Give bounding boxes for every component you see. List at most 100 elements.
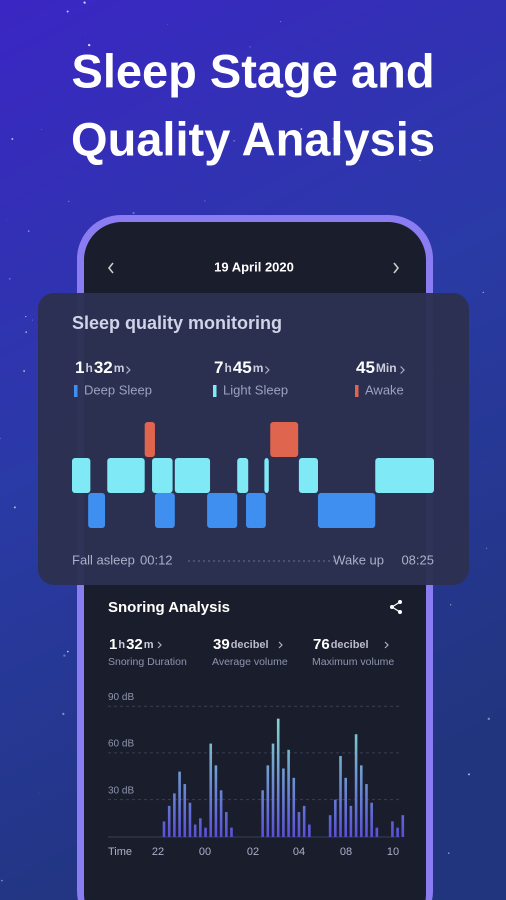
star bbox=[87, 43, 91, 47]
sleep-segment bbox=[246, 493, 266, 528]
bar bbox=[271, 743, 275, 837]
x-axis-label: Time bbox=[108, 846, 132, 858]
star bbox=[13, 506, 16, 509]
bar bbox=[391, 821, 394, 837]
chevron bbox=[400, 366, 405, 374]
stat-part: Min bbox=[376, 361, 397, 375]
stat-part: 45 bbox=[356, 358, 375, 377]
bar bbox=[349, 805, 353, 837]
stat-part: decibel bbox=[231, 639, 269, 651]
bar bbox=[344, 777, 348, 837]
stat-part: 39 bbox=[213, 636, 230, 653]
stat-part: 32 bbox=[94, 358, 113, 377]
x-tick-label: 04 bbox=[293, 846, 305, 858]
stat-part: h bbox=[224, 361, 231, 375]
star bbox=[27, 230, 30, 232]
bar bbox=[188, 802, 192, 837]
star bbox=[11, 138, 14, 140]
star bbox=[249, 46, 251, 48]
stat-label: Awake bbox=[365, 382, 404, 397]
star bbox=[6, 220, 8, 222]
chevron bbox=[278, 641, 283, 649]
star bbox=[68, 200, 70, 203]
y-tick-label: 60 dB bbox=[108, 739, 134, 750]
star bbox=[31, 319, 33, 321]
stat-label: Maximum volume bbox=[312, 656, 394, 668]
star bbox=[450, 604, 452, 606]
sleep-segment bbox=[298, 458, 318, 493]
next-day[interactable] bbox=[393, 262, 400, 274]
star bbox=[487, 717, 491, 721]
bar bbox=[209, 743, 213, 837]
star bbox=[204, 200, 206, 202]
stat-part: 7 bbox=[214, 358, 223, 377]
star bbox=[313, 89, 314, 90]
stat-swatch bbox=[74, 385, 78, 397]
date: 19 April 2020 bbox=[214, 259, 294, 274]
snoring-title: Snoring Analysis bbox=[108, 599, 230, 616]
stat-value: 7h45m bbox=[214, 358, 263, 377]
chevron bbox=[125, 366, 131, 374]
bar bbox=[297, 812, 301, 837]
stat-part: decibel bbox=[331, 639, 369, 651]
stat-part: h bbox=[118, 639, 125, 651]
fall-asleep-label: Fall asleep bbox=[72, 552, 135, 567]
star bbox=[85, 33, 86, 34]
sleep-segment bbox=[375, 458, 434, 493]
x-tick-label: 02 bbox=[247, 846, 259, 858]
sleep-segment bbox=[107, 458, 145, 493]
bar bbox=[266, 765, 270, 837]
star bbox=[1, 879, 3, 882]
y-tick-label: 30 dB bbox=[108, 785, 134, 796]
star bbox=[83, 1, 86, 4]
bar bbox=[334, 799, 337, 837]
star bbox=[66, 650, 69, 653]
sleep-segment bbox=[88, 493, 106, 528]
bar bbox=[375, 827, 379, 837]
bar bbox=[193, 824, 197, 837]
bar bbox=[204, 827, 207, 837]
stat-part: m bbox=[144, 639, 154, 651]
star bbox=[167, 24, 168, 26]
bar bbox=[308, 824, 311, 837]
chevron bbox=[264, 366, 270, 374]
star bbox=[280, 21, 282, 23]
sleep-segment bbox=[174, 458, 211, 493]
prev-day[interactable] bbox=[107, 262, 114, 274]
stat-part: 32 bbox=[126, 636, 143, 653]
star bbox=[315, 77, 317, 79]
bar bbox=[230, 827, 233, 837]
star bbox=[419, 159, 421, 162]
stat-part: m bbox=[253, 361, 264, 375]
bar bbox=[219, 790, 223, 837]
sleep-card bbox=[38, 293, 469, 585]
sleep-segment bbox=[207, 493, 238, 528]
bar bbox=[328, 815, 332, 837]
snore-average: 39decibel bbox=[213, 636, 269, 653]
star bbox=[25, 316, 27, 318]
star bbox=[63, 654, 66, 657]
star bbox=[300, 128, 303, 130]
bar bbox=[354, 734, 358, 837]
fall-asleep-time: 00:12 bbox=[140, 552, 173, 567]
bar bbox=[292, 777, 296, 837]
bar bbox=[287, 749, 290, 837]
sleep-segment bbox=[270, 422, 299, 457]
x-tick-label: 00 bbox=[199, 846, 211, 858]
star bbox=[233, 140, 235, 142]
share-button[interactable] bbox=[390, 600, 402, 614]
star bbox=[482, 291, 485, 294]
star bbox=[0, 437, 1, 440]
sleep-segment bbox=[317, 493, 376, 528]
bar bbox=[178, 771, 181, 837]
stat-part: 1 bbox=[75, 358, 84, 377]
stat-part: 1 bbox=[109, 636, 117, 653]
star bbox=[332, 137, 335, 140]
bar bbox=[401, 815, 405, 837]
stat-swatch bbox=[213, 385, 217, 397]
bar bbox=[359, 765, 363, 837]
stat-label: Snoring Duration bbox=[108, 656, 187, 668]
